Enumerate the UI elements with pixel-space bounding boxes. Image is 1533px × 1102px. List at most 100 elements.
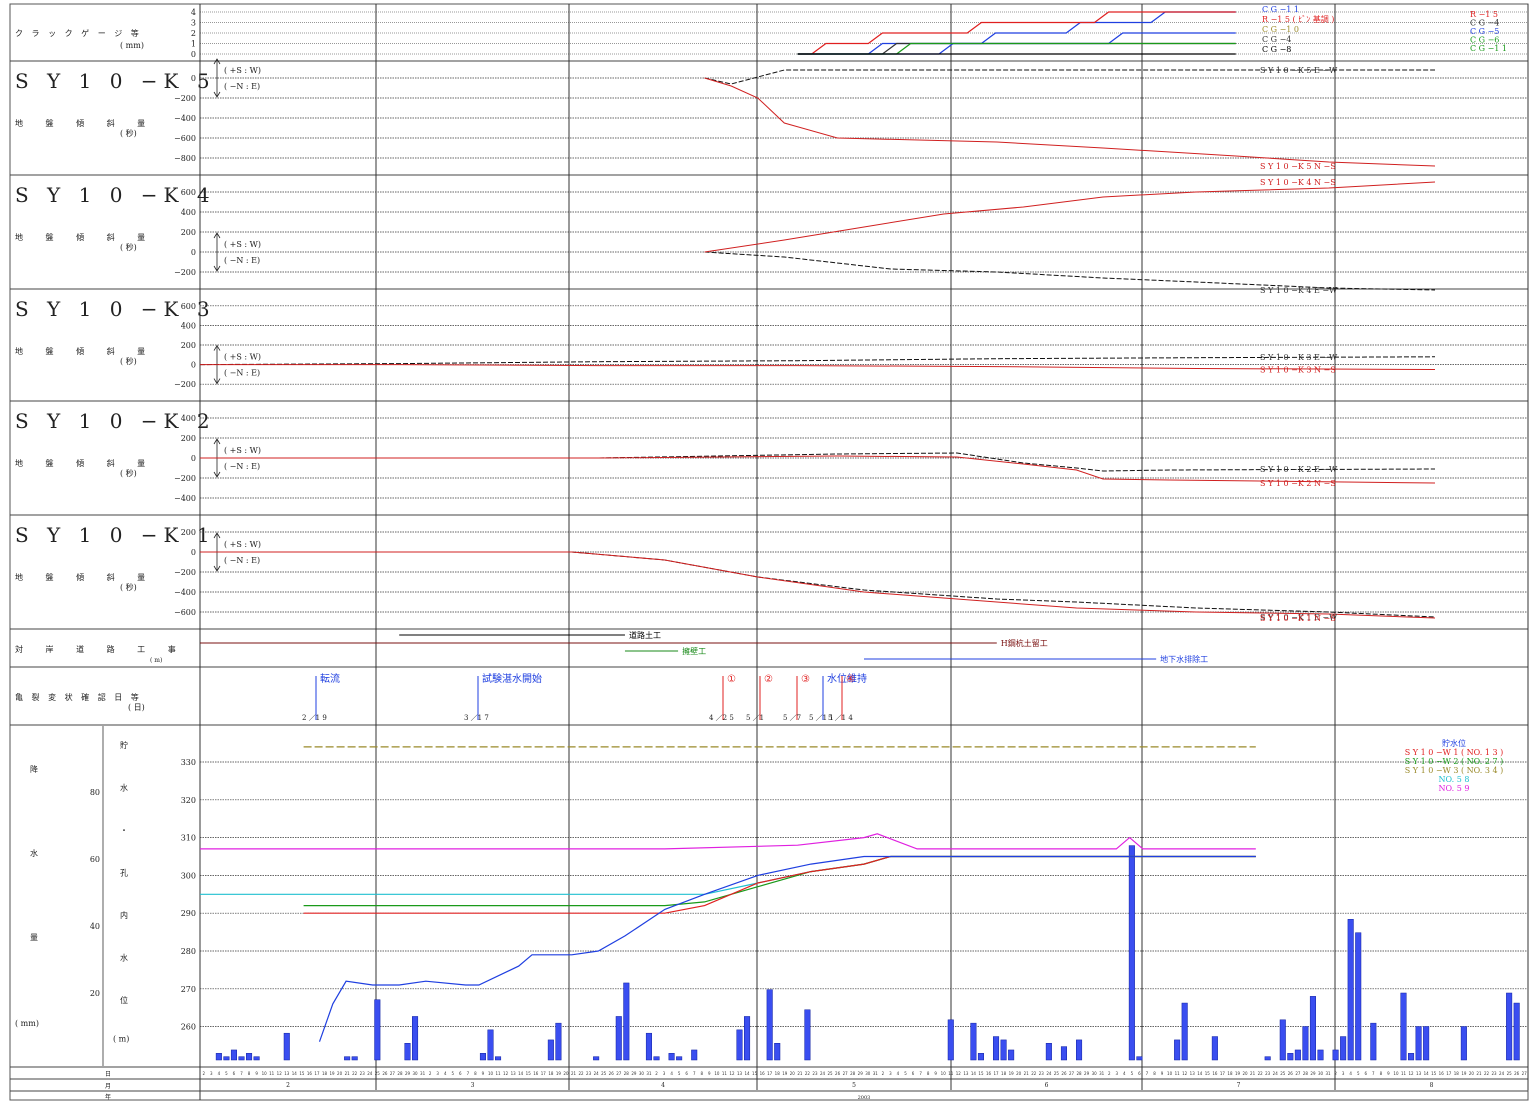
day-tick-labels: 2 3 4 5 6 7 8 9 10 11 12 13 14 15 16 17 18 19 20 21 22 23 24 25… xyxy=(202,1071,1527,1076)
day-tick-label: 25 xyxy=(601,1071,607,1076)
rainfall-bar xyxy=(691,1049,698,1061)
day-tick-label: 21 xyxy=(571,1071,577,1076)
day-tick-label: 8 xyxy=(1153,1071,1156,1076)
rainfall-bar xyxy=(215,1053,222,1061)
crack-gauge-series-label: C G −1 1 xyxy=(1262,5,1299,14)
tilt-ew-label: S Y 1 0 −K 2 E −W xyxy=(1260,465,1338,474)
rainfall-bar xyxy=(970,1022,977,1061)
day-axis-label: 日 xyxy=(105,1071,111,1078)
day-tick-label: 28 xyxy=(1076,1071,1082,1076)
day-tick-label: 20 xyxy=(1242,1071,1248,1076)
tilt-ew-label: S Y 1 0 −K 3 E −W xyxy=(1260,353,1338,362)
crack-gauge-series-label: R −1 5 ( ﾋﾞﾝ 基調 ) xyxy=(1262,14,1334,24)
level-axis-label: 水 xyxy=(120,783,128,793)
y-tick-label: 600 xyxy=(181,302,196,311)
y-tick-label: 0 xyxy=(191,548,196,557)
rainfall-bar xyxy=(253,1056,260,1061)
day-tick-label: 4 xyxy=(1123,1071,1126,1076)
level-axis-label: ( m) xyxy=(113,1035,129,1044)
day-tick-label: 23 xyxy=(1265,1071,1271,1076)
day-tick-label: 17 xyxy=(314,1071,320,1076)
day-tick-label: 30 xyxy=(865,1071,871,1076)
day-tick-label: 25 xyxy=(827,1071,833,1076)
arrow-down-label: ( −N : E) xyxy=(224,256,260,265)
level-tick-label: 290 xyxy=(181,909,196,918)
event-text: 試験湛水開始 xyxy=(482,672,542,685)
y-tick-label: −800 xyxy=(174,154,196,163)
rainfall-bar xyxy=(1211,1036,1218,1061)
rainfall-bar xyxy=(479,1053,486,1061)
arrow-up-label: ( +S : W) xyxy=(224,540,261,549)
day-tick-label: 25 xyxy=(1507,1071,1513,1076)
day-tick-label: 19 xyxy=(1235,1071,1241,1076)
month-tick-label: 4 xyxy=(661,1082,665,1089)
rainfall-bar xyxy=(593,1056,600,1061)
crack-gauge-label: ク ラ ッ ク ゲ ー ジ 等 xyxy=(15,28,142,38)
rainfall-bar xyxy=(1060,1046,1067,1061)
rainfall-bar xyxy=(412,1016,419,1061)
rainfall-axis-label: 量 xyxy=(30,933,38,942)
tilt-panel-title: S Y 1 0 −K 4 xyxy=(15,183,216,207)
day-tick-label: 22 xyxy=(1031,1071,1037,1076)
arrow-down-label: ( −N : E) xyxy=(224,556,260,565)
day-tick-label: 2 xyxy=(1334,1071,1337,1076)
tilt-ew-line xyxy=(704,251,1436,291)
rainfall-bar xyxy=(1045,1043,1052,1061)
rainfall-bar xyxy=(744,1016,751,1061)
day-tick-label: 23 xyxy=(360,1071,366,1076)
day-tick-label: 2 xyxy=(429,1071,432,1076)
day-tick-label: 30 xyxy=(1318,1071,1324,1076)
day-tick-label: 14 xyxy=(1197,1071,1203,1076)
rainfall-bar xyxy=(1287,1053,1294,1061)
tilt-ew-label: S Y 1 0 −K 5 E −W xyxy=(1260,66,1338,75)
day-tick-label: 15 xyxy=(1205,1071,1211,1076)
event-text: ③ xyxy=(801,674,810,685)
day-tick-label: 20 xyxy=(337,1071,343,1076)
day-tick-label: 9 xyxy=(1387,1071,1390,1076)
tilt-ew-label: S Y 1 0 −K 1 E −W xyxy=(1260,613,1338,622)
tilt-panel-unit: ( 秒) xyxy=(120,468,137,478)
y-tick-label: 0 xyxy=(191,74,196,83)
arrow-up-icon xyxy=(213,344,221,351)
rainfall-bar xyxy=(653,1056,660,1061)
day-tick-label: 7 xyxy=(919,1071,922,1076)
day-tick-label: 15 xyxy=(1431,1071,1437,1076)
rainfall-bar xyxy=(1309,996,1316,1061)
level-axis-label: 貯 xyxy=(120,740,128,750)
day-tick-label: 28 xyxy=(397,1071,403,1076)
day-tick-label: 31 xyxy=(1325,1071,1331,1076)
y-tick-label: −200 xyxy=(174,568,196,577)
rain-tick-label: 20 xyxy=(90,989,100,998)
day-tick-label: 19 xyxy=(1461,1071,1467,1076)
day-tick-label: 10 xyxy=(262,1071,268,1076)
rainfall-bar xyxy=(1264,1056,1271,1061)
day-tick-label: 26 xyxy=(1061,1071,1067,1076)
day-tick-label: 13 xyxy=(1416,1071,1422,1076)
day-tick-label: 22 xyxy=(1484,1071,1490,1076)
rainfall-bar xyxy=(246,1053,253,1061)
rainfall-bar xyxy=(555,1022,562,1061)
day-tick-label: 8 xyxy=(927,1071,930,1076)
day-tick-label: 12 xyxy=(1408,1071,1414,1076)
tilt-ns-label: S Y 1 0 −K 4 N −S xyxy=(1260,178,1336,187)
year-tick-label: 2003 xyxy=(858,1095,871,1101)
crack-gauge-legend-item: C G −4 xyxy=(1470,19,1499,28)
day-tick-label: 17 xyxy=(1220,1071,1226,1076)
y-tick-label: 400 xyxy=(181,208,196,217)
day-tick-label: 17 xyxy=(1446,1071,1452,1076)
rainfall-bar xyxy=(1076,1039,1083,1061)
rainfall-bar xyxy=(736,1029,743,1061)
day-tick-label: 28 xyxy=(850,1071,856,1076)
arrow-down-icon xyxy=(213,265,221,272)
level-tick-label: 280 xyxy=(181,947,196,956)
day-tick-label: 11 xyxy=(1175,1071,1181,1076)
arrow-up-icon xyxy=(213,532,221,539)
level-axis-label: 位 xyxy=(120,995,128,1005)
day-tick-label: 16 xyxy=(307,1071,313,1076)
crack-events-unit: ( 日) xyxy=(128,703,145,712)
rainfall-bars xyxy=(215,845,1520,1061)
level-no59-line xyxy=(200,833,1256,850)
y-tick-label: 0 xyxy=(191,248,196,257)
tilt-panel-unit: ( 秒) xyxy=(120,582,137,592)
day-tick-label: 6 xyxy=(912,1071,915,1076)
